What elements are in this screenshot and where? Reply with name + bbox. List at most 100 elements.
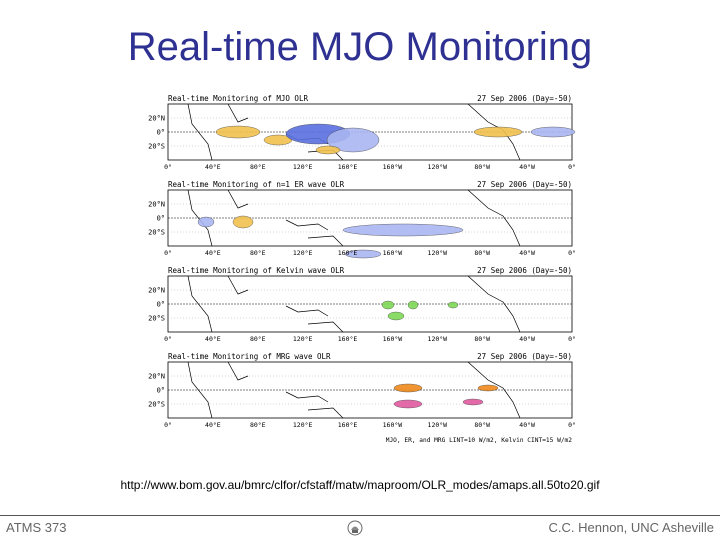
panel-title: Real-time Monitoring of n=1 ER wave OLR xyxy=(168,180,345,189)
americas-coastline xyxy=(467,275,521,333)
longitude-label: 80°E xyxy=(250,335,266,343)
longitude-label: 0° xyxy=(568,335,576,343)
longitude-label: 80°W xyxy=(474,421,490,429)
latitude-label: 0° xyxy=(157,129,165,137)
olr-anomaly-region xyxy=(232,215,254,229)
longitude-label: 40°W xyxy=(519,421,535,429)
longitude-label: 160°E xyxy=(338,249,358,257)
longitude-label: 120°W xyxy=(428,335,448,343)
longitude-label: 80°E xyxy=(250,249,266,257)
longitude-label: 160°E xyxy=(338,421,358,429)
longitude-label: 0° xyxy=(164,163,172,171)
india-coastline xyxy=(227,275,249,295)
longitude-label: 160°E xyxy=(338,335,358,343)
olr-anomaly-region xyxy=(393,399,423,409)
longitude-label: 160°W xyxy=(383,249,403,257)
india-coastline xyxy=(227,189,249,209)
olr-anomaly-region xyxy=(447,301,459,309)
olr-anomaly-region xyxy=(477,384,499,392)
longitude-label: 160°W xyxy=(383,163,403,171)
panel-date: 27 Sep 2006 (Day=-50) xyxy=(477,180,572,189)
olr-anomaly-region xyxy=(530,126,576,138)
olr-anomaly-region xyxy=(326,127,380,153)
longitude-label: 120°E xyxy=(293,421,313,429)
longitude-label: 40°E xyxy=(205,163,221,171)
latitude-label: 20°N xyxy=(148,373,165,381)
australia-coastline xyxy=(307,407,344,419)
maritime-continent-coastline xyxy=(285,391,329,403)
longitude-label: 120°E xyxy=(293,249,313,257)
longitude-label: 80°W xyxy=(474,249,490,257)
olr-anomaly-region xyxy=(215,125,261,139)
longitude-label: 160°E xyxy=(338,163,358,171)
olr-anomaly-region xyxy=(393,383,423,393)
longitude-label: 120°W xyxy=(428,421,448,429)
panel-title: Real-time Monitoring of MJO OLR xyxy=(168,94,308,103)
olr-anomaly-region xyxy=(473,126,523,138)
panel-date: 27 Sep 2006 (Day=-50) xyxy=(477,352,572,361)
longitude-label: 120°E xyxy=(293,335,313,343)
panel-title: Real-time Monitoring of Kelvin wave OLR xyxy=(168,266,345,275)
longitude-label: 80°E xyxy=(250,421,266,429)
latitude-label: 20°S xyxy=(148,143,165,151)
olr-anomaly-region xyxy=(407,300,419,310)
slide-title: Real-time MJO Monitoring xyxy=(127,25,593,69)
longitude-label: 0° xyxy=(568,421,576,429)
olr-anomaly-region xyxy=(387,311,405,321)
longitude-label: 120°E xyxy=(293,163,313,171)
americas-coastline xyxy=(467,189,521,247)
australia-coastline xyxy=(307,235,344,247)
africa-coastline xyxy=(187,361,213,419)
longitude-label: 120°W xyxy=(428,249,448,257)
longitude-label: 80°W xyxy=(474,335,490,343)
latitude-label: 20°N xyxy=(148,115,165,123)
longitude-label: 40°E xyxy=(205,249,221,257)
longitude-label: 40°E xyxy=(205,421,221,429)
longitude-label: 80°E xyxy=(250,163,266,171)
olr-anomaly-region xyxy=(344,249,382,259)
longitude-label: 160°W xyxy=(383,335,403,343)
longitude-label: 40°W xyxy=(519,163,535,171)
longitude-label: 40°W xyxy=(519,335,535,343)
olr-maps-svg: Real-time Monitoring of MJO OLR 27 Sep 20… xyxy=(148,94,576,444)
olr-anomaly-region xyxy=(197,216,215,228)
australia-coastline xyxy=(307,321,344,333)
india-coastline xyxy=(227,103,249,123)
longitude-label: 0° xyxy=(164,335,172,343)
olr-monitoring-figure: Real-time Monitoring of MJO OLR 27 Sep 20… xyxy=(132,92,584,448)
latitude-label: 0° xyxy=(157,301,165,309)
maritime-continent-coastline xyxy=(285,219,329,231)
longitude-label: 120°W xyxy=(428,163,448,171)
olr-anomaly-region xyxy=(342,223,464,237)
figure-footnote: MJO, ER, and MRG LINT=10 W/m2, Kelvin CI… xyxy=(386,437,573,444)
longitude-label: 0° xyxy=(164,249,172,257)
latitude-label: 0° xyxy=(157,387,165,395)
latitude-label: 0° xyxy=(157,215,165,223)
university-logo-icon xyxy=(346,519,364,540)
panel-date: 27 Sep 2006 (Day=-50) xyxy=(477,266,572,275)
longitude-label: 80°W xyxy=(474,163,490,171)
longitude-label: 0° xyxy=(568,249,576,257)
slide-footer: ATMS 373 C.C. Hennon, UNC Asheville xyxy=(0,515,720,540)
americas-coastline xyxy=(467,361,521,419)
olr-anomaly-region xyxy=(381,300,395,310)
olr-anomaly-region xyxy=(462,398,484,406)
latitude-label: 20°S xyxy=(148,315,165,323)
source-url: http://www.bom.gov.au/bmrc/clfor/cfstaff… xyxy=(120,478,600,492)
africa-coastline xyxy=(187,103,213,161)
longitude-label: 0° xyxy=(164,421,172,429)
latitude-label: 20°N xyxy=(148,287,165,295)
longitude-label: 40°E xyxy=(205,335,221,343)
africa-coastline xyxy=(187,275,213,333)
longitude-label: 0° xyxy=(568,163,576,171)
latitude-label: 20°S xyxy=(148,229,165,237)
olr-anomaly-region xyxy=(315,145,341,155)
india-coastline xyxy=(227,361,249,381)
longitude-label: 160°W xyxy=(383,421,403,429)
panel-title: Real-time Monitoring of MRG wave OLR xyxy=(168,352,331,361)
course-label: ATMS 373 xyxy=(6,520,67,535)
panel-date: 27 Sep 2006 (Day=-50) xyxy=(477,94,572,103)
longitude-label: 40°W xyxy=(519,249,535,257)
maritime-continent-coastline xyxy=(285,305,329,317)
latitude-label: 20°N xyxy=(148,201,165,209)
